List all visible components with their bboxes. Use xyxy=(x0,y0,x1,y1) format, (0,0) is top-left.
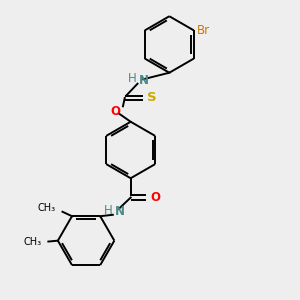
Text: N: N xyxy=(139,74,149,87)
Text: O: O xyxy=(150,191,160,204)
Text: O: O xyxy=(110,105,120,118)
Text: S: S xyxy=(147,92,157,104)
Text: CH₃: CH₃ xyxy=(38,203,56,213)
Text: Br: Br xyxy=(197,24,210,37)
Text: H: H xyxy=(103,204,112,217)
Text: N: N xyxy=(115,205,124,218)
Text: H: H xyxy=(128,72,136,85)
Text: CH₃: CH₃ xyxy=(24,237,42,247)
